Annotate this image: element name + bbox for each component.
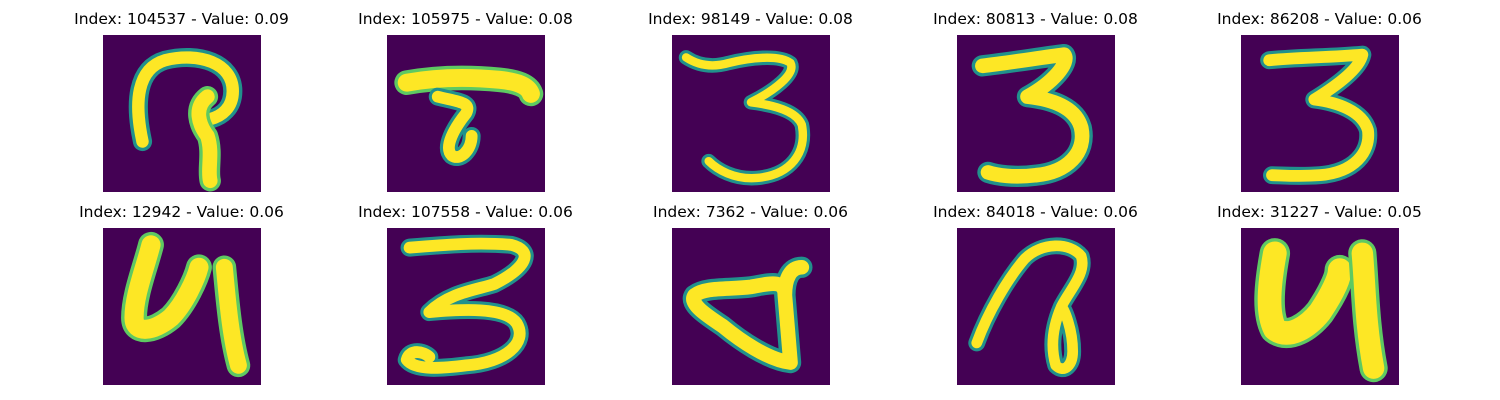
digit-image-8 — [672, 228, 830, 385]
panel-9: Index: 84018 - Value: 0.06 — [893, 203, 1178, 385]
panel-title: Index: 98149 - Value: 0.08 — [648, 10, 853, 28]
digit-image-4 — [957, 35, 1115, 192]
digit-image-9 — [957, 228, 1115, 385]
digit-image-5 — [1241, 35, 1399, 192]
panel-title: Index: 86208 - Value: 0.06 — [1217, 10, 1422, 28]
panel-title: Index: 105975 - Value: 0.08 — [358, 10, 573, 28]
panel-10: Index: 31227 - Value: 0.05 — [1177, 203, 1462, 385]
panel-title: Index: 107558 - Value: 0.06 — [358, 203, 573, 221]
panel-4: Index: 80813 - Value: 0.08 — [893, 10, 1178, 192]
panel-7: Index: 107558 - Value: 0.06 — [323, 203, 608, 385]
panel-1: Index: 104537 - Value: 0.09 — [39, 10, 324, 192]
panel-title: Index: 104537 - Value: 0.09 — [74, 10, 289, 28]
digit-image-7 — [387, 228, 545, 385]
digit-image-10 — [1241, 228, 1399, 385]
panel-title: Index: 31227 - Value: 0.05 — [1217, 203, 1422, 221]
panel-title: Index: 84018 - Value: 0.06 — [933, 203, 1138, 221]
digit-image-2 — [387, 35, 545, 192]
panel-title: Index: 12942 - Value: 0.06 — [79, 203, 284, 221]
panel-5: Index: 86208 - Value: 0.06 — [1177, 10, 1462, 192]
panel-8: Index: 7362 - Value: 0.06 — [608, 203, 893, 385]
digit-image-1 — [103, 35, 261, 192]
digit-image-3 — [672, 35, 830, 192]
panel-title: Index: 80813 - Value: 0.08 — [933, 10, 1138, 28]
panel-title: Index: 7362 - Value: 0.06 — [653, 203, 848, 221]
panel-6: Index: 12942 - Value: 0.06 — [39, 203, 324, 385]
panel-2: Index: 105975 - Value: 0.08 — [323, 10, 608, 192]
panel-3: Index: 98149 - Value: 0.08 — [608, 10, 893, 192]
digit-image-6 — [103, 228, 261, 385]
